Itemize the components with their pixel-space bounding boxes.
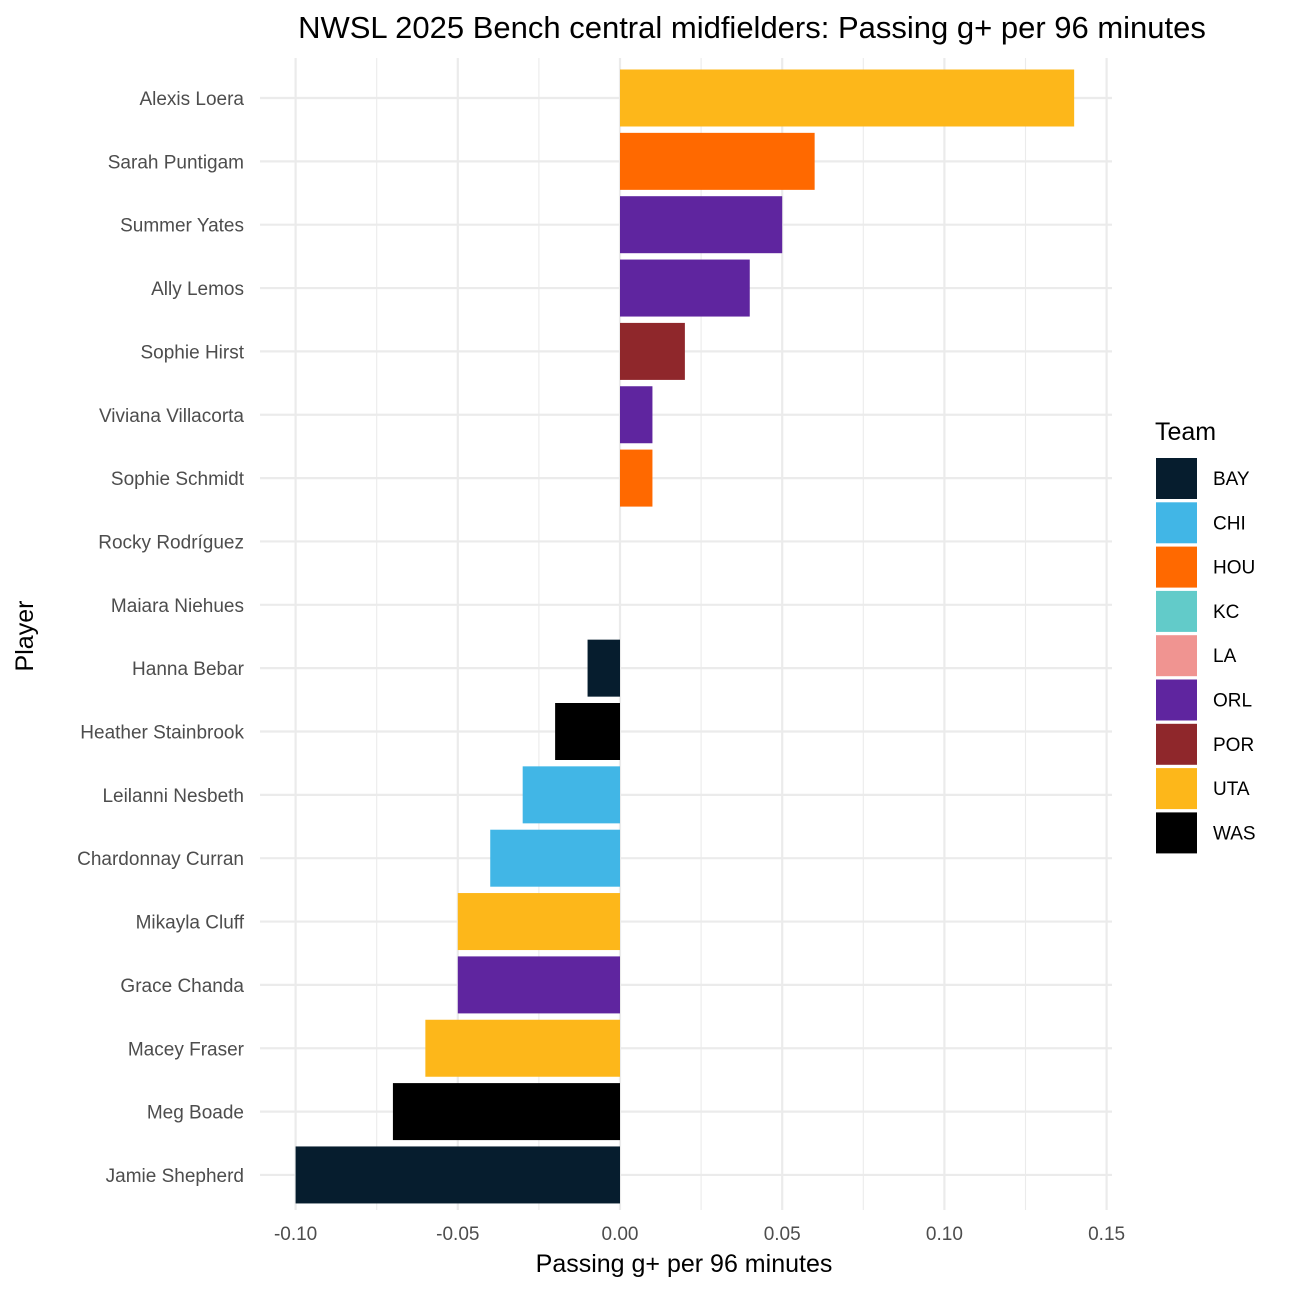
- bar-sarah-puntigam: [620, 132, 815, 190]
- legend-swatch-chi: [1156, 502, 1197, 544]
- y-tick-label: Summer Yates: [120, 216, 244, 237]
- bar-viviana-villacorta: [620, 386, 653, 444]
- legend-label: UTA: [1213, 779, 1250, 800]
- bar-leilanni-nesbeth: [522, 766, 620, 824]
- y-tick-label: Alexis Loera: [139, 89, 244, 110]
- x-tick-label: 0.10: [926, 1224, 963, 1245]
- y-tick-label: Chardonnay Curran: [77, 849, 244, 870]
- y-axis-title: Player: [11, 601, 39, 672]
- y-tick-label: Mikayla Cluff: [136, 913, 245, 934]
- y-tick-label: Jamie Shepherd: [106, 1166, 244, 1187]
- y-tick-label: Sophie Hirst: [141, 342, 245, 363]
- bar-meg-boade: [392, 1083, 620, 1141]
- legend-swatch-uta: [1156, 768, 1197, 810]
- x-tick-label: -0.05: [436, 1224, 479, 1245]
- bar-hanna-bebar: [587, 639, 620, 697]
- legend-label: ORL: [1213, 691, 1252, 712]
- y-tick-label: Maiara Niehues: [111, 596, 244, 617]
- bars-group: [295, 69, 1075, 1204]
- legend-swatch-bay: [1156, 458, 1197, 499]
- x-tick-label: 0.05: [764, 1224, 801, 1245]
- legend: Team BAY CHI HOU KC LA ORL POR UTA WAS: [1155, 418, 1256, 854]
- legend-label: POR: [1213, 735, 1254, 756]
- y-tick-label: Hanna Bebar: [132, 659, 245, 680]
- y-tick-label: Leilanni Nesbeth: [102, 786, 244, 807]
- bar-summer-yates: [620, 196, 783, 254]
- legend-swatch-kc: [1156, 590, 1197, 632]
- x-tick-label: 0.00: [602, 1224, 639, 1245]
- legend-swatch-la: [1156, 635, 1197, 677]
- y-tick-label: Macey Fraser: [128, 1039, 245, 1060]
- legend-swatch-orl: [1156, 679, 1197, 721]
- bar-sophie-schmidt: [620, 449, 653, 507]
- x-axis-tick-labels: -0.10 -0.05 0.00 0.05 0.10 0.15: [274, 1224, 1125, 1245]
- y-tick-label: Viviana Villacorta: [99, 406, 244, 427]
- y-tick-label: Heather Stainbrook: [80, 723, 244, 744]
- x-axis-title: Passing g+ per 96 minutes: [536, 1250, 833, 1278]
- bar-jamie-shepherd: [295, 1146, 620, 1204]
- y-tick-label: Ally Lemos: [151, 279, 244, 300]
- legend-label: KC: [1213, 602, 1239, 623]
- x-tick-label: -0.10: [274, 1224, 317, 1245]
- legend-label: BAY: [1213, 469, 1250, 490]
- bar-ally-lemos: [620, 259, 750, 317]
- legend-swatch-hou: [1156, 546, 1197, 588]
- legend-label: LA: [1213, 646, 1237, 667]
- bar-alexis-loera: [620, 69, 1075, 127]
- bar-heather-stainbrook: [555, 703, 620, 760]
- bar-chardonnay-curran: [490, 829, 620, 887]
- y-axis-tick-labels: Alexis Loera Sarah Puntigam Summer Yates Al…: [77, 89, 245, 1187]
- y-tick-label: Rocky Rodríguez: [98, 532, 244, 553]
- y-tick-label: Sophie Schmidt: [111, 469, 245, 490]
- legend-items: BAY CHI HOU KC LA ORL POR UTA WAS: [1156, 458, 1256, 854]
- bar-mikayla-cluff: [457, 893, 620, 951]
- chart-title: NWSL 2025 Bench central midfielders: Pas…: [298, 10, 1206, 45]
- bar-grace-chanda: [457, 956, 620, 1014]
- y-tick-label: Grace Chanda: [120, 976, 244, 997]
- bar-macey-fraser: [425, 1019, 620, 1077]
- legend-title: Team: [1155, 418, 1216, 446]
- x-tick-label: 0.15: [1088, 1224, 1125, 1245]
- y-tick-label: Meg Boade: [147, 1103, 244, 1124]
- legend-swatch-por: [1156, 723, 1197, 765]
- legend-label: HOU: [1213, 558, 1255, 579]
- legend-label: CHI: [1213, 513, 1246, 534]
- legend-label: WAS: [1213, 823, 1256, 844]
- bar-sophie-hirst: [620, 322, 685, 380]
- y-tick-label: Sarah Puntigam: [108, 152, 244, 173]
- legend-swatch-was: [1156, 812, 1197, 854]
